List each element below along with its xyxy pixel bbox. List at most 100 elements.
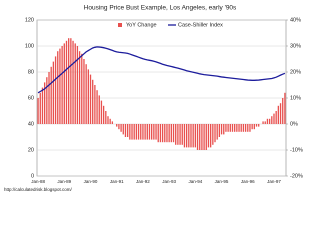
bar [148,124,151,140]
bar [207,124,210,148]
bar [231,124,234,132]
chart-title: Housing Price Bust Example, Los Angeles,… [84,5,237,12]
bar [142,124,144,140]
bar [282,98,284,124]
x-tick-label: Jan-89 [57,179,71,184]
bar [242,124,245,132]
bar [284,92,286,124]
bar [124,124,127,137]
bar [85,64,87,124]
bar [258,124,260,127]
bar [157,124,159,143]
bar [251,124,253,130]
bar [107,116,109,124]
bar [192,124,194,148]
bar [135,124,138,140]
bar [133,124,135,140]
bar [205,124,207,150]
y2-tick-label: -20% [290,173,303,179]
legend-swatch [118,23,122,27]
bar [225,124,227,132]
bar [153,124,155,140]
bar [268,118,271,124]
x-tick-label: Jan-88 [31,179,45,184]
bar [65,40,68,124]
bar [70,38,72,125]
bar [264,121,266,124]
bar [102,105,105,124]
bar [109,118,111,124]
bar [271,116,273,124]
bar [166,124,168,143]
x-tick-label: Jan-91 [110,179,124,184]
legend-label: Case-Shiller Index [178,22,223,28]
y-tick-label: 120 [25,17,34,23]
bar [46,77,48,124]
bar [129,124,131,140]
x-tick-label: Jan-97 [267,179,281,184]
bar [188,124,190,148]
bar [43,82,46,124]
x-tick-label: Jan-92 [136,179,150,184]
bar [172,124,175,143]
y2-tick-label: 40% [290,17,301,23]
bar [72,40,74,124]
bar [234,124,236,132]
line [37,46,286,94]
y2-tick-label: 0% [290,121,298,127]
legend-label: YoY Change [126,22,157,28]
bar [240,124,242,132]
bar [151,124,153,140]
bar [255,124,258,127]
bar [146,124,148,140]
bar [140,124,142,140]
bar [212,124,214,145]
bar [54,56,57,124]
bar [144,124,146,140]
bar [196,124,199,150]
bar [83,59,85,124]
bar [61,46,63,124]
bar [273,113,275,124]
background [0,0,320,194]
bar [89,74,92,124]
bar [238,124,240,132]
bar [41,87,44,124]
x-tick-label: Jan-93 [162,179,176,184]
bar [78,51,81,125]
chart: Housing Price Bust Example, Los Angeles,… [0,0,320,194]
bar [92,79,94,124]
bar [63,43,65,124]
bar [122,124,124,135]
bar [76,46,79,124]
y-tick-label: 80 [28,69,34,75]
bar [126,124,129,137]
bar [277,105,280,124]
bar [37,98,39,124]
bar [68,38,70,125]
bar [247,124,249,132]
y2-tick-label: 10% [290,95,301,101]
bar [50,66,52,124]
bar [177,124,179,145]
bar [181,124,183,145]
bar [190,124,192,148]
bar [118,124,120,130]
y-tick-label: 20 [28,147,34,153]
y2-tick-label: 30% [290,43,301,49]
bar [244,124,247,132]
x-tick-label: Jan-95 [215,179,229,184]
y2-tick-label: 20% [290,69,301,75]
y-tick-label: 60 [28,95,34,101]
bar [249,124,251,132]
bar [170,124,172,143]
bar [253,124,255,130]
bar [218,124,221,137]
bar [201,124,203,150]
bar [209,124,212,148]
bar [57,51,59,125]
bar [100,100,103,124]
bar [168,124,170,143]
y-tick-label: 100 [25,43,34,49]
bar [120,124,122,132]
